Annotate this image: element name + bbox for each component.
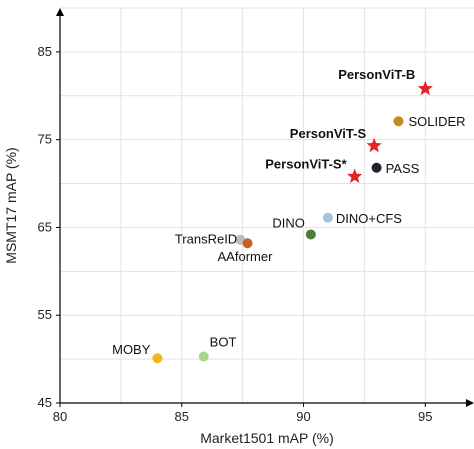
- y-axis-arrow: [56, 8, 64, 16]
- star-marker-personvit-s: [366, 137, 382, 153]
- point-marker-dino: [305, 229, 316, 240]
- y-tick-label: 45: [38, 395, 52, 410]
- point-label-personvit-s: PersonViT-S: [290, 126, 367, 141]
- x-tick-label: 90: [296, 409, 310, 424]
- axes: [56, 8, 474, 407]
- tick-labels: 80 85 90 95 45 55 65 75 85: [38, 44, 433, 424]
- point-marker-moby: [152, 353, 163, 364]
- point-labels: PersonViT-B SOLIDER PersonViT-S PASS PersonV…: [112, 67, 465, 357]
- point-label-moby: MOBY: [112, 342, 151, 357]
- data-points: [152, 80, 433, 364]
- point-marker-dino-cfs: [322, 212, 333, 223]
- point-label-personvit-b: PersonViT-B: [338, 67, 415, 82]
- x-tick-label: 95: [418, 409, 432, 424]
- y-axis-title: MSMT17 mAP (%): [3, 147, 19, 263]
- point-label-personvit-s: PersonViT-S*: [265, 157, 347, 172]
- star-marker-personvit-b: [417, 80, 433, 96]
- point-label-bot: BOT: [210, 334, 237, 349]
- point-marker-pass: [371, 162, 382, 173]
- point-marker-aaformer: [242, 238, 253, 249]
- x-tick-label: 80: [53, 409, 67, 424]
- point-label-solider: SOLIDER: [409, 114, 466, 129]
- point-label-transreid: TransReID: [175, 232, 237, 247]
- point-label-pass: PASS: [386, 161, 420, 176]
- y-tick-label: 85: [38, 44, 52, 59]
- point-label-dino: DINO: [272, 215, 305, 230]
- point-marker-solider: [393, 116, 404, 127]
- point-label-aaformer: AAformer: [218, 249, 274, 264]
- y-tick-label: 75: [38, 132, 52, 147]
- y-tick-label: 65: [38, 219, 52, 234]
- y-tick-label: 55: [38, 307, 52, 322]
- point-marker-bot: [198, 351, 209, 362]
- grid: [60, 7, 474, 403]
- x-axis-title: Market1501 mAP (%): [200, 430, 334, 446]
- point-label-dino-cfs: DINO+CFS: [336, 211, 402, 226]
- x-tick-label: 85: [175, 409, 189, 424]
- x-axis-arrow: [466, 399, 474, 407]
- star-marker-personvit-s: [347, 168, 363, 184]
